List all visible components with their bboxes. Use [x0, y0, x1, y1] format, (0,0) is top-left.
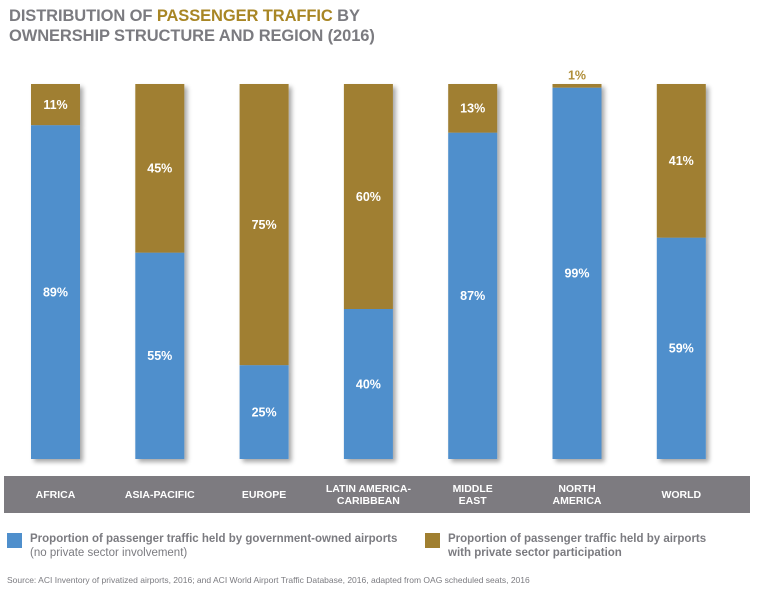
legend-swatch-private — [425, 533, 440, 548]
source-note: Source: ACI Inventory of privatized airp… — [7, 575, 530, 585]
bar-segment-government — [31, 125, 80, 459]
chart-title: DISTRIBUTION OF PASSENGER TRAFFIC BY OWN… — [9, 6, 375, 46]
bar-asia-pacific — [135, 84, 185, 459]
legend-private-line2: with private sector participation — [448, 547, 622, 559]
bar-latin-america-caribbean — [343, 84, 393, 459]
data-label-government: 55% — [147, 349, 172, 363]
category-label-north-america: NORTH AMERICA — [552, 482, 602, 507]
legend-government-line1: Proportion of passenger traffic held by … — [30, 533, 398, 545]
bar-world — [656, 84, 706, 459]
bar-segment-private — [343, 84, 393, 309]
legend-private-line1: Proportion of passenger traffic held by … — [448, 533, 707, 545]
data-label-government: 40% — [356, 377, 381, 391]
bar-middle-east — [448, 84, 498, 459]
bar-segment-private — [448, 84, 498, 133]
data-label-government: 87% — [460, 289, 485, 303]
legend-text-private: Proportion of passenger traffic held by … — [448, 532, 706, 560]
category-label-europe: EUROPE — [241, 488, 287, 501]
bar-segment-government — [448, 132, 498, 459]
bar-africa — [31, 84, 80, 459]
bar-segment-private — [135, 84, 185, 253]
title-part1: DISTRIBUTION OF — [9, 7, 157, 25]
data-label-private: 60% — [356, 190, 381, 204]
data-label-private: 41% — [669, 154, 694, 168]
title-highlight: PASSENGER TRAFFIC — [156, 7, 333, 25]
data-label-government: 99% — [564, 267, 589, 281]
category-label-asia-pacific: ASIA-PACIFIC — [124, 488, 195, 501]
bar-segment-private — [552, 84, 602, 88]
data-label-private: 45% — [147, 162, 172, 176]
bar-segment-government — [135, 252, 185, 459]
bar-north-america — [552, 84, 602, 459]
legend-item-private: Proportion of passenger traffic held by … — [425, 532, 706, 560]
bar-segment-government — [239, 365, 289, 459]
stacked-bar-chart: 11% 89% 45% 55% 75% 25% 60% 40% 13% 87% 1% 99% 41% 59… — [31, 68, 706, 459]
bar-segment-government — [552, 87, 602, 459]
bar-segment-private — [239, 84, 289, 366]
data-label-private: 1% — [568, 68, 586, 82]
bar-segment-government — [343, 309, 393, 459]
legend-swatch-government — [7, 533, 22, 548]
bar-segment-private — [656, 84, 706, 238]
legend-government-line2: (no private sector involvement) — [30, 547, 188, 559]
bar-segment-government — [656, 237, 706, 459]
data-label-government: 59% — [669, 342, 694, 356]
bars-group: 11% 89% 45% 55% 75% 25% 60% 40% 13% 87% 1% 99% 41% 59… — [31, 68, 706, 459]
legend-item-government: Proportion of passenger traffic held by … — [7, 532, 397, 560]
category-label-africa: AFRICA — [35, 488, 76, 501]
category-label-latin-america-caribbean: LATIN AMERICA- CARIBBEAN — [325, 482, 411, 507]
bar-europe — [239, 84, 289, 459]
category-label-world: WORLD — [661, 488, 702, 501]
data-label-private: 11% — [43, 98, 67, 112]
bar-segment-private — [31, 84, 80, 126]
data-label-government: 25% — [252, 405, 277, 419]
category-label-middle-east: MIDDLE EAST — [452, 482, 493, 507]
data-label-government: 89% — [43, 285, 68, 299]
legend-text-government: Proportion of passenger traffic held by … — [30, 532, 397, 560]
title-part2: BY — [332, 7, 360, 25]
title-line2: OWNERSHIP STRUCTURE AND REGION (2016) — [9, 27, 375, 45]
category-band: AFRICA ASIA-PACIFIC EUROPE LATIN AMERICA- C… — [4, 476, 750, 513]
data-label-private: 75% — [252, 218, 277, 232]
data-label-private: 13% — [460, 102, 485, 116]
